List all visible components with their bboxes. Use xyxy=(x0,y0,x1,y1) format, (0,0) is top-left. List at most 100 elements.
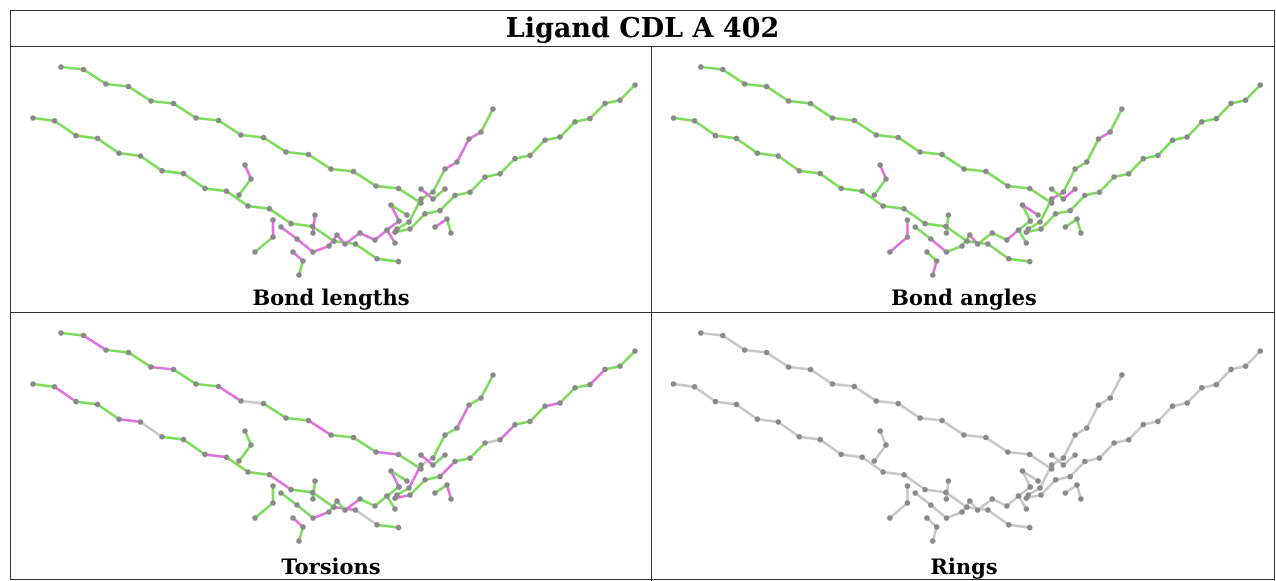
atom xyxy=(248,176,254,182)
atom xyxy=(943,223,949,230)
bond xyxy=(1007,257,1032,263)
atom xyxy=(859,454,865,460)
atom xyxy=(357,230,363,236)
bond xyxy=(408,212,427,231)
panel-rings: Rings xyxy=(652,313,1276,581)
bond xyxy=(693,119,717,137)
bond xyxy=(986,242,1011,261)
atom xyxy=(943,489,949,496)
bond xyxy=(743,82,768,88)
atom xyxy=(331,238,337,244)
atom xyxy=(943,249,950,255)
atom xyxy=(989,496,996,502)
bond xyxy=(940,419,966,437)
atom xyxy=(202,185,208,192)
bond xyxy=(699,331,725,337)
bond xyxy=(438,460,457,478)
bond xyxy=(1185,120,1204,139)
bond xyxy=(818,438,843,456)
atom xyxy=(51,118,58,124)
atom xyxy=(1052,477,1059,483)
atom xyxy=(278,224,284,230)
atom xyxy=(939,151,945,158)
bond xyxy=(831,382,856,388)
bond xyxy=(831,116,856,122)
atom xyxy=(670,115,677,121)
bond xyxy=(839,453,864,459)
atom xyxy=(1242,363,1249,369)
bond xyxy=(735,137,759,155)
atom xyxy=(1048,452,1055,458)
atom xyxy=(418,462,424,468)
bond xyxy=(1062,167,1077,194)
atom xyxy=(1140,155,1147,162)
atom xyxy=(1037,485,1043,491)
atom xyxy=(51,384,58,390)
atom xyxy=(877,428,883,434)
atom xyxy=(1078,496,1084,502)
atom xyxy=(1198,385,1205,391)
atom xyxy=(448,230,454,236)
atom xyxy=(352,241,359,247)
bond xyxy=(53,385,78,403)
atom xyxy=(733,135,740,142)
atom xyxy=(901,206,907,212)
atom xyxy=(388,202,394,208)
atom xyxy=(871,192,878,198)
bond xyxy=(352,436,378,454)
atom xyxy=(373,183,379,189)
atom xyxy=(964,238,970,244)
atom xyxy=(444,482,450,488)
atom xyxy=(1119,106,1125,112)
bond xyxy=(172,368,198,386)
atom xyxy=(928,236,934,242)
atom xyxy=(125,83,132,90)
atom xyxy=(719,66,726,73)
atom xyxy=(917,149,923,155)
bond xyxy=(896,136,922,154)
atom xyxy=(983,168,989,175)
atom xyxy=(1155,152,1161,159)
atom xyxy=(395,258,402,265)
atom xyxy=(452,458,458,465)
atom xyxy=(396,484,402,490)
molecule-diagram-bond-angles xyxy=(670,64,1264,278)
atom xyxy=(300,258,306,264)
atom xyxy=(1048,200,1055,206)
atom xyxy=(1119,372,1125,378)
bond xyxy=(873,443,888,463)
atom xyxy=(148,98,154,104)
bond xyxy=(307,419,333,437)
atom xyxy=(245,203,251,209)
atom xyxy=(310,249,316,255)
bond xyxy=(1156,404,1174,423)
atom xyxy=(442,166,448,172)
atom xyxy=(602,366,608,373)
atom xyxy=(236,192,242,198)
atom xyxy=(326,243,332,249)
atom xyxy=(331,504,337,510)
atom xyxy=(1015,227,1022,233)
atom xyxy=(796,434,803,440)
bond xyxy=(896,402,922,420)
atom xyxy=(1026,451,1033,458)
atom xyxy=(880,203,886,209)
bond xyxy=(1085,137,1100,164)
atom xyxy=(763,349,770,356)
bond xyxy=(343,231,362,246)
atom xyxy=(334,498,340,504)
atom xyxy=(670,381,677,387)
atom xyxy=(1074,482,1080,488)
atom xyxy=(290,515,296,521)
atom xyxy=(928,502,934,508)
bond xyxy=(279,225,299,241)
atom xyxy=(283,149,289,155)
atom xyxy=(964,504,970,510)
atom xyxy=(418,200,424,206)
bond xyxy=(809,102,834,120)
atom xyxy=(785,98,792,104)
molecule xyxy=(30,64,638,278)
figure-frame: Ligand CDL A 402 Bond lengths Bond angle… xyxy=(10,10,1276,581)
atom xyxy=(807,100,814,107)
atom xyxy=(1035,212,1041,218)
